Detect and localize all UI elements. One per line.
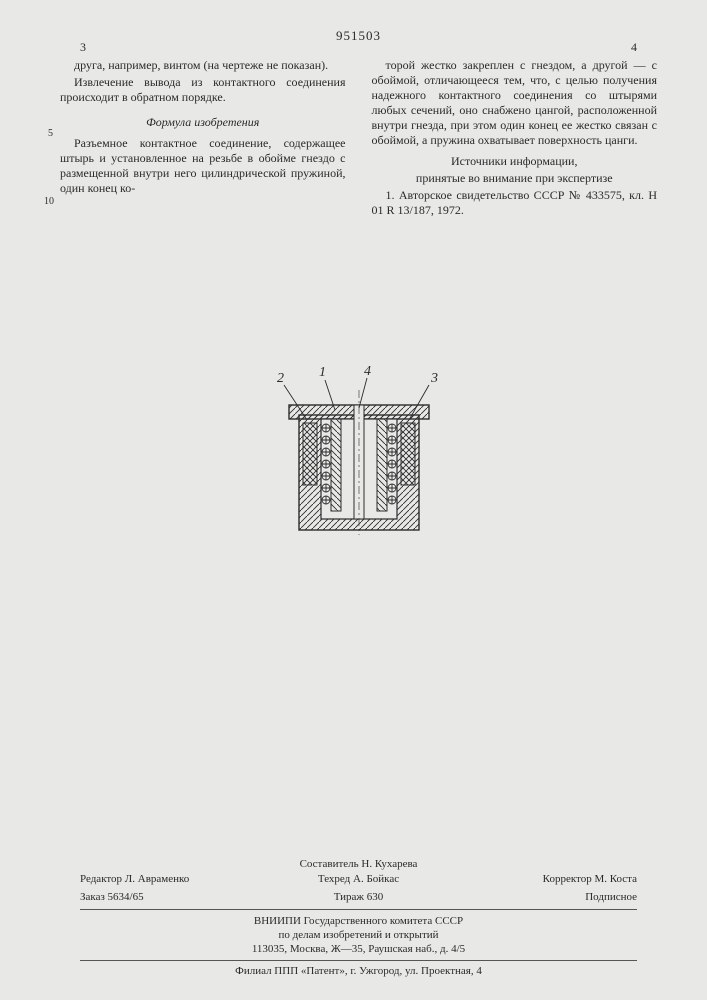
order-num: Заказ 5634/65 [80,891,266,905]
right-p1: торой жестко закреплен с гнездом, а друг… [372,58,658,148]
right-p2: 1. Авторское свидетельство СССР № 433575… [372,188,658,218]
editor: Редактор Л. Авраменко [80,873,266,887]
fig-label-3: 3 [430,371,438,386]
line-number-10: 10 [44,196,54,209]
corrector: Корректор М. Коста [451,873,637,887]
divider-2 [80,960,637,961]
publisher-4: Филиал ППП «Патент», г. Ужгород, ул. Про… [80,964,637,978]
right-column: торой жестко закреплен с гнездом, а друг… [372,58,658,220]
subscription: Подписное [451,891,637,905]
fig-label-4: 4 [364,364,371,379]
fig-label-1: 1 [319,365,326,380]
col-num-right: 4 [631,40,637,55]
figure-container: 1 2 3 4 [60,360,657,540]
patent-page: 951503 3 4 5 10 друга, например, винтом … [0,0,707,1000]
publisher-1: ВНИИПИ Государственного комитета СССР [80,914,637,928]
footer-block: Составитель Н. Кухарева Редактор Л. Авра… [0,858,707,978]
sources-heading: Источники информации, [372,154,658,169]
col-num-left: 3 [80,40,86,55]
line-number-5: 5 [48,128,53,141]
left-p2: Извлечение вывода из контактного соедине… [60,75,346,105]
technical-drawing: 1 2 3 4 [259,360,459,540]
compiler: Составитель Н. Кухарева [80,858,637,872]
divider-1 [80,909,637,910]
formula-heading: Формула изобретения [60,115,346,130]
tirazh: Тираж 630 [266,891,452,905]
fig-label-2: 2 [277,371,284,386]
tech-editor: Техред А. Бойкас [266,873,452,887]
publisher-3: 113035, Москва, Ж—35, Раушская наб., д. … [80,942,637,956]
text-columns: 3 4 5 10 друга, например, винтом (на чер… [60,58,657,220]
sources-sub: принятые во внимание при экспертизе [372,171,658,186]
left-p3: Разъемное контактное соединение, содержа… [60,136,346,196]
patent-number: 951503 [60,28,657,44]
left-column: 5 10 друга, например, винтом (на чертеже… [60,58,346,220]
left-p1: друга, например, винтом (на чертеже не п… [60,58,346,73]
publisher-2: по делам изобретений и открытий [80,928,637,942]
